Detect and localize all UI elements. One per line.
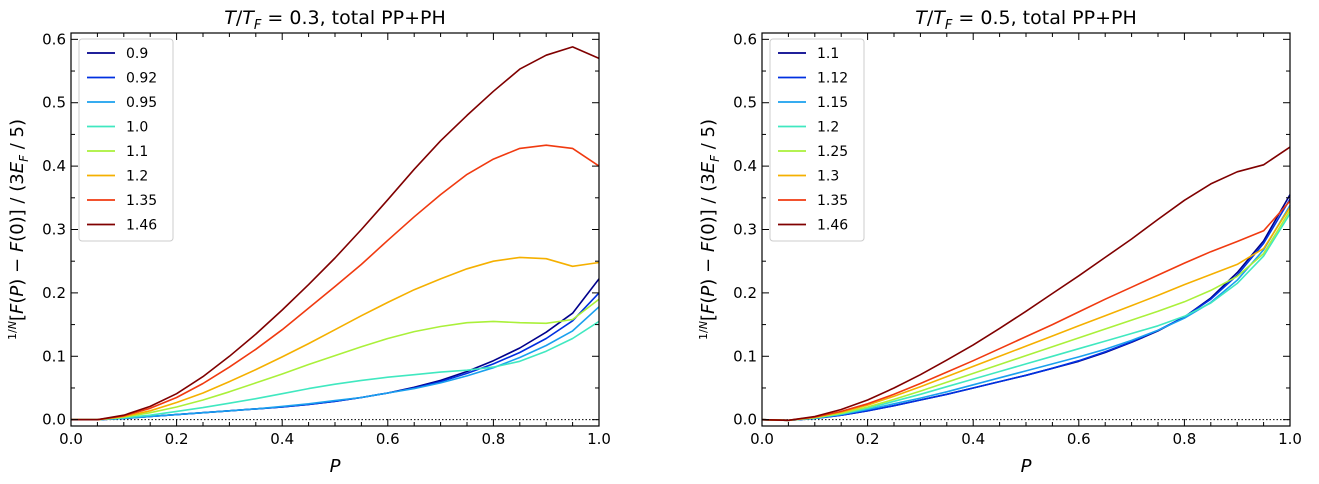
x-tick-label: 0.8 [481, 430, 505, 448]
tick-marks [70, 33, 600, 426]
legend-label: 1.2 [126, 169, 148, 185]
legend-label: 1.12 [817, 71, 848, 87]
y-tick-label: 0.0 [42, 411, 66, 429]
x-tick-label: 0.2 [165, 430, 189, 448]
x-tick-label: 0.6 [1067, 430, 1091, 448]
y-tick-label: 0.0 [733, 411, 757, 429]
legend-label: 1.35 [817, 193, 848, 209]
series-line-1.3 [761, 206, 1291, 422]
series-line-0.9 [71, 278, 600, 421]
legend-label: 0.92 [126, 71, 157, 87]
y-tick-label: 0.3 [733, 221, 757, 239]
x-tick-label: 0.2 [856, 430, 880, 448]
y-tick-label: 0.4 [42, 157, 66, 175]
x-tick-label: 0.4 [270, 430, 294, 448]
x-axis-label: P [330, 456, 341, 477]
legend-label: 1.3 [817, 169, 839, 185]
legend: 1.1 1.12 1.15 1.2 1.25 1.3 1.35 1.46 [769, 38, 865, 242]
legend-label: 1.46 [126, 218, 157, 234]
series-line-1.46 [761, 146, 1291, 422]
x-tick-label: 0.0 [750, 430, 774, 448]
legend-label: 1.15 [817, 95, 848, 111]
y-tick-label: 0.2 [733, 284, 757, 302]
series-line-1.46 [71, 46, 600, 421]
chart-title: T/TF = 0.5, total PP+PH [915, 7, 1136, 33]
legend-label: 1.46 [817, 218, 848, 234]
y-tick-label: 0.2 [42, 284, 66, 302]
y-axis-label: 1/N[F(P) − F(0)] / (3EF / 5) [697, 119, 722, 340]
x-tick-label: 0.6 [376, 430, 400, 448]
legend-label: 1.2 [817, 120, 839, 136]
series-line-1.2 [71, 256, 600, 421]
chart-panel-2: 0.0 0.2 0.4 0.6 0.8 1.0 0.0 0.1 0.2 0.3 0.4 0.5 0.6 T… [697, 7, 1302, 477]
y-tick-label: 0.4 [733, 157, 757, 175]
x-tick-label: 0.0 [59, 430, 83, 448]
y-tick-label: 0.3 [42, 221, 66, 239]
series-line-1.1 [71, 298, 600, 421]
x-tick-label: 1.0 [1278, 430, 1302, 448]
legend-box [769, 38, 865, 242]
series-line-1.25 [761, 210, 1291, 422]
y-tick-label: 0.1 [733, 347, 757, 365]
y-tick-label: 0.6 [42, 30, 66, 48]
x-tick-label: 0.4 [961, 430, 985, 448]
legend-label: 0.9 [126, 46, 148, 62]
series-lines [761, 146, 1291, 422]
chart-title: T/TF = 0.3, total PP+PH [224, 7, 445, 33]
series-line-0.95 [71, 306, 600, 421]
chart-panel-1: 0.0 0.2 0.4 0.6 0.8 1.0 0.0 0.1 0.2 0.3 0.4 0.5 0.6 T… [6, 7, 611, 477]
legend-label: 0.95 [126, 95, 157, 111]
x-tick-label: 0.8 [1172, 430, 1196, 448]
y-tick-label: 0.6 [733, 30, 757, 48]
legend-label: 1.0 [126, 120, 148, 136]
x-axis-label: P [1021, 456, 1032, 477]
series-line-1.12 [761, 198, 1291, 422]
series-line-1.2 [761, 213, 1291, 422]
legend-box [78, 38, 174, 242]
series-line-1.35 [761, 200, 1291, 422]
series-line-1.35 [71, 144, 600, 421]
legend: 0.9 0.92 0.95 1.0 1.1 1.2 1.35 1.46 [78, 38, 174, 242]
series-lines [71, 46, 600, 421]
y-tick-label: 0.5 [42, 94, 66, 112]
legend-label: 1.1 [126, 144, 148, 160]
series-line-1.0 [71, 320, 600, 421]
legend-label: 1.1 [817, 46, 839, 62]
x-tick-label: 1.0 [587, 430, 611, 448]
y-tick-label: 0.5 [733, 94, 757, 112]
legend-label: 1.35 [126, 193, 157, 209]
tick-marks [761, 33, 1291, 426]
legend-label: 1.25 [817, 144, 848, 160]
y-axis-label: 1/N[F(P) − F(0)] / (3EF / 5) [6, 119, 31, 340]
y-tick-label: 0.1 [42, 347, 66, 365]
